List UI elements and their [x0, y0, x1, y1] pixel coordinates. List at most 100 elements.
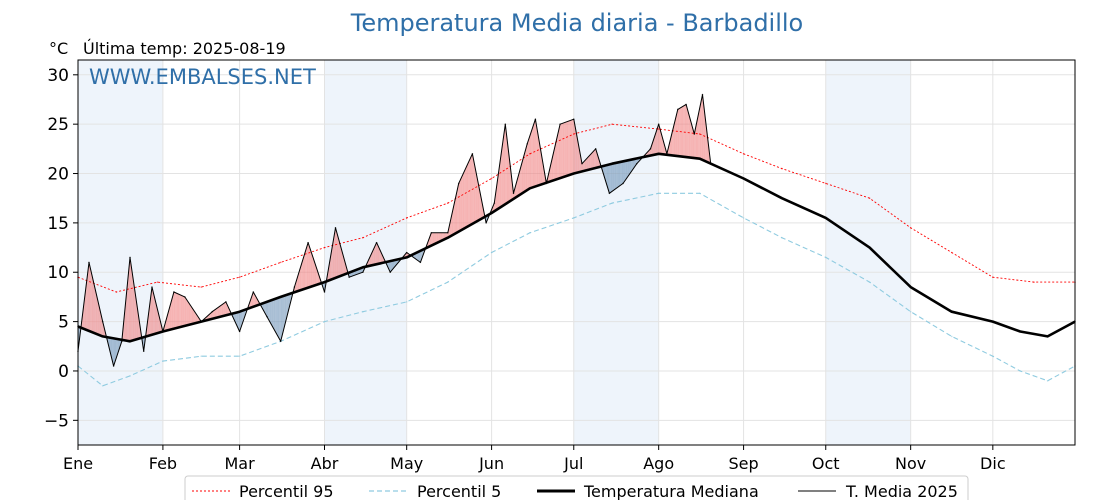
fill-above-median [131, 266, 133, 341]
fill-above-median [508, 147, 510, 203]
fill-above-median [213, 309, 215, 319]
fill-above-median [334, 227, 336, 279]
fill-above-median [584, 159, 587, 171]
fill-above-median [468, 159, 470, 227]
series-point-2 [698, 157, 701, 160]
series-point-1 [992, 355, 994, 357]
x-tick-label: Ago [643, 454, 674, 473]
fill-above-median [368, 257, 370, 267]
fill-above-median [528, 135, 530, 190]
x-tick-label: Nov [895, 454, 926, 473]
series-point-2 [742, 177, 745, 180]
series-point-3 [471, 152, 474, 155]
series-point-3 [512, 192, 515, 195]
fill-above-median [175, 292, 177, 329]
fill-above-median [518, 168, 521, 196]
series-point-3 [405, 251, 408, 254]
series-point-3 [526, 143, 528, 145]
fill-above-median [128, 257, 131, 342]
series-point-3 [545, 182, 548, 185]
series-point-0 [115, 291, 118, 293]
series-point-3 [572, 118, 575, 121]
fill-above-median [298, 269, 300, 291]
fill-above-median [561, 123, 563, 178]
series-point-0 [909, 227, 912, 229]
fill-below-median [390, 260, 392, 273]
series-point-3 [184, 296, 186, 298]
fill-below-median [276, 297, 278, 337]
month-band-Ene [78, 60, 163, 445]
fill-above-median [660, 129, 662, 155]
fill-below-median [238, 311, 240, 332]
fill-below-median [266, 301, 269, 320]
fill-below-median [618, 161, 621, 187]
fill-above-median [209, 312, 211, 320]
fill-above-median [592, 150, 595, 169]
fill-above-median [216, 307, 218, 318]
fill-above-median [462, 171, 465, 230]
fill-above-median [212, 310, 214, 319]
fill-above-median [154, 298, 157, 334]
series-point-2 [657, 152, 660, 155]
fill-above-median [697, 114, 699, 159]
fill-above-median [339, 242, 341, 277]
fill-above-median [568, 120, 570, 176]
chart-title: Temperatura Media diaria - Barbadillo [350, 9, 804, 37]
fill-above-median [436, 232, 439, 243]
fill-above-median [676, 109, 678, 157]
series-point-3 [534, 118, 537, 121]
fill-below-median [419, 250, 421, 263]
fill-above-median [591, 151, 593, 169]
y-tick-label: 15 [47, 214, 69, 234]
fill-below-median [277, 297, 280, 339]
fill-above-median [573, 119, 576, 174]
series-point-1 [868, 281, 871, 283]
fill-above-median [501, 143, 503, 207]
series-point-1 [101, 384, 104, 387]
series-point-3 [635, 162, 638, 165]
plot-frame [77, 59, 1076, 446]
x-tick-label: Ene [63, 454, 93, 473]
fill-above-median [313, 259, 315, 286]
y-tick-label: −5 [44, 411, 69, 431]
fill-below-median [273, 298, 276, 332]
fill-above-median [672, 126, 674, 156]
fill-below-median [286, 294, 288, 320]
fill-above-median [194, 311, 196, 324]
fill-above-median [173, 291, 176, 329]
fill-above-median [565, 121, 567, 177]
series-point-1 [323, 320, 326, 323]
fill-above-median [440, 232, 443, 241]
fill-above-median [335, 227, 337, 278]
series-point-2 [405, 256, 408, 259]
series-point-3 [151, 286, 153, 288]
fill-below-median [284, 295, 287, 326]
series-point-2 [129, 340, 131, 343]
fill-above-median [138, 313, 140, 339]
fill-above-median [147, 308, 150, 336]
series-point-3 [238, 330, 241, 333]
series-point-1 [1019, 370, 1022, 372]
fill-above-median [562, 122, 565, 178]
fill-above-median [439, 232, 441, 242]
series-point-2 [101, 335, 104, 338]
fill-above-median [502, 134, 504, 206]
series-point-3 [389, 271, 392, 274]
series-point-3 [293, 286, 296, 288]
fill-above-median [534, 119, 536, 187]
fill-above-median [254, 294, 257, 307]
fill-below-median [264, 302, 266, 315]
fill-above-median [124, 299, 126, 341]
y-tick-label: 10 [47, 263, 69, 283]
series-point-2 [1046, 335, 1049, 338]
series-point-3 [362, 271, 364, 274]
series-point-2 [992, 320, 994, 323]
fill-above-median [590, 153, 592, 170]
fill-above-median [132, 276, 135, 341]
series-point-2 [781, 197, 783, 200]
series-point-3 [142, 350, 145, 353]
fill-above-median [675, 114, 677, 156]
fill-above-median [428, 236, 430, 247]
series-point-2 [611, 162, 613, 165]
fill-below-median [631, 159, 633, 172]
